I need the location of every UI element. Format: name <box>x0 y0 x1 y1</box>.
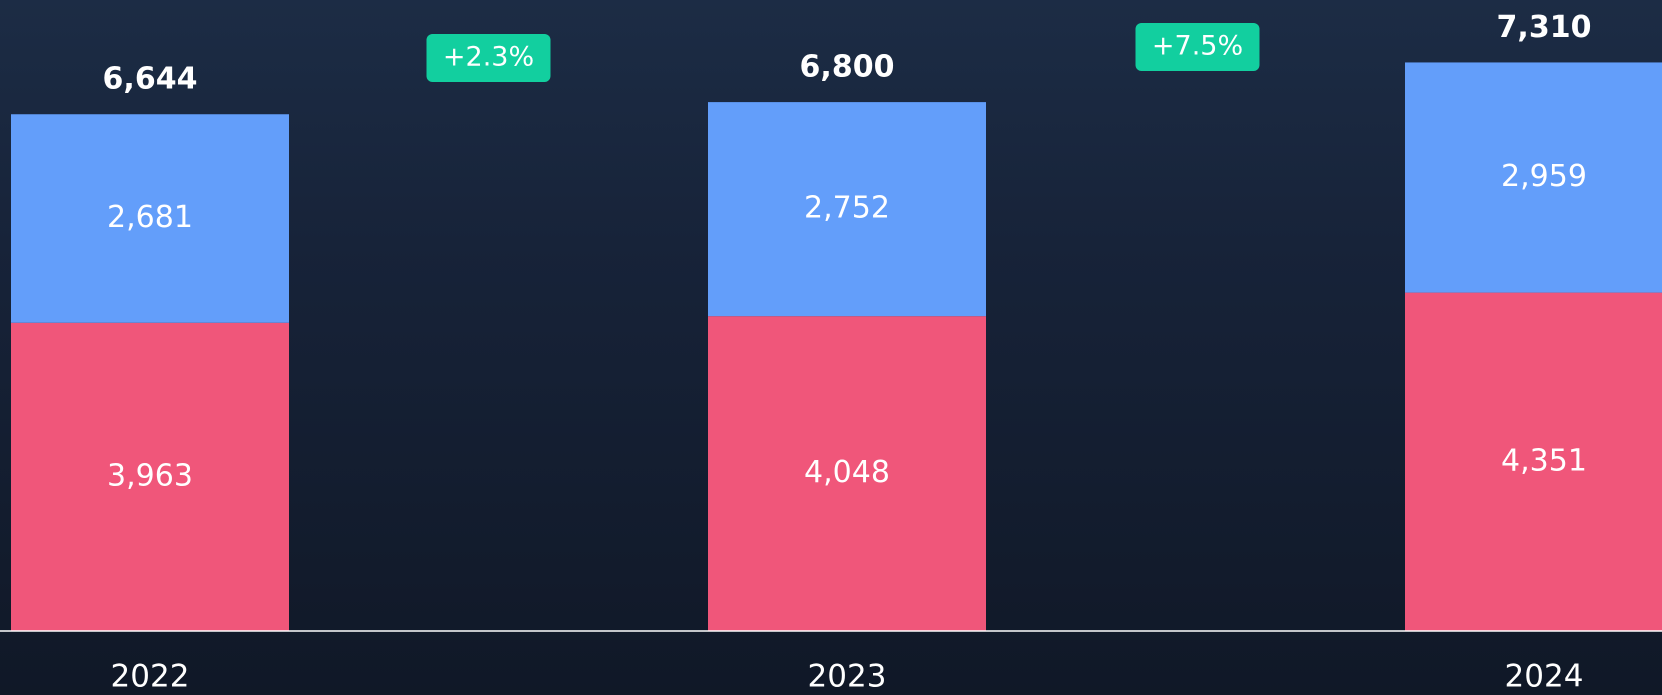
total-label: 6,644 <box>103 62 198 97</box>
bar-segment <box>708 316 986 631</box>
bar-segment <box>1405 62 1662 293</box>
segment-label: 2,681 <box>107 200 193 235</box>
bar-segment <box>708 102 986 317</box>
segment-label: 2,752 <box>804 191 890 226</box>
bar-segment <box>11 114 289 323</box>
bar-segment <box>11 322 289 631</box>
x-tick-label: 2023 <box>808 659 887 695</box>
segment-label: 2,959 <box>1501 159 1587 194</box>
x-tick-label: 2022 <box>111 659 190 695</box>
growth-badge <box>1135 23 1260 71</box>
segment-label: 4,351 <box>1501 443 1587 478</box>
x-tick-label: 2024 <box>1505 659 1584 695</box>
segment-label: 4,048 <box>804 455 890 490</box>
bar-segment <box>1405 292 1662 631</box>
growth-badge <box>426 34 551 82</box>
total-label: 6,800 <box>800 50 895 85</box>
segment-label: 3,963 <box>107 458 193 493</box>
growth-label: +2.3% <box>443 42 534 73</box>
growth-label: +7.5% <box>1152 31 1243 62</box>
total-label: 7,310 <box>1497 10 1592 45</box>
